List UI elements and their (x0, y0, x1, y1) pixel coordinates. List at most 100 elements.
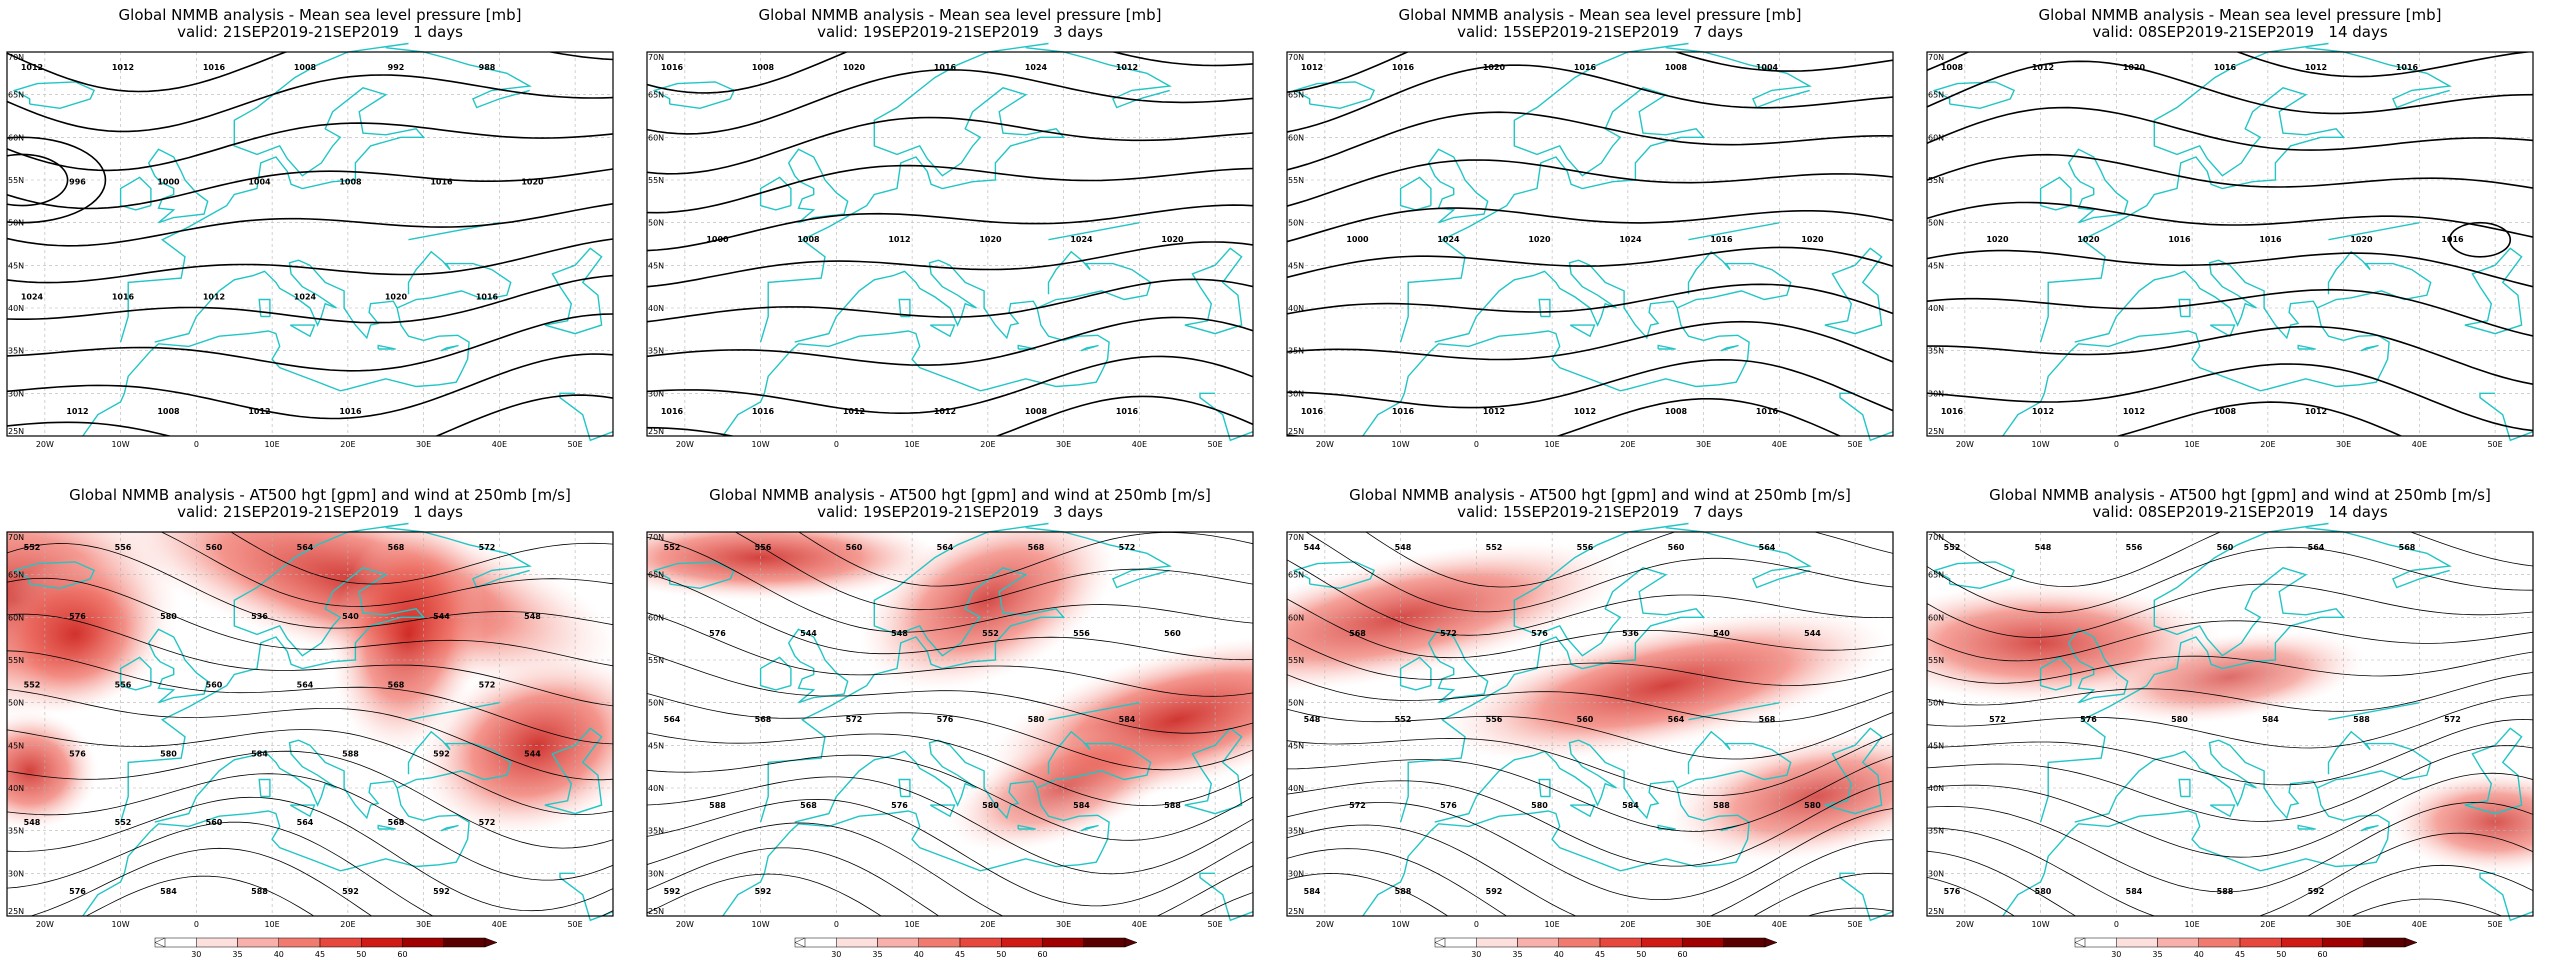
contour-line (1927, 877, 2503, 916)
lat-tick-label: 25N (648, 907, 664, 916)
lon-tick-label: 10W (1392, 440, 1410, 449)
coastline (759, 42, 1066, 343)
coastline (1434, 730, 1792, 823)
colorbar-label: 50 (356, 950, 366, 959)
coastlines (1292, 42, 1894, 442)
lat-tick-label: 35N (648, 347, 664, 356)
map-mslp-3days: 1016 1008 1020 1016 1024 1012 1000 1008 1012 1020… (646, 42, 1254, 449)
contour-label: 568 (2399, 543, 2416, 552)
panel-z500-3days: Global NMMB analysis - AT500 hgt [gpm] a… (640, 480, 1280, 960)
contour-line (647, 798, 1253, 907)
colorbar-label: 35 (232, 950, 242, 959)
contour-line (1927, 363, 2533, 432)
coastline (2074, 730, 2432, 823)
coastline (2305, 47, 2452, 109)
contour-label: 1008 (157, 407, 180, 416)
coastline (2360, 824, 2379, 832)
contour-label: 1012 (2305, 63, 2327, 72)
lat-tick-label: 60N (1288, 613, 1304, 622)
lon-tick-label: 40E (1132, 440, 1147, 449)
contour-label: 1020 (1483, 63, 1506, 72)
lat-tick-label: 70N (648, 533, 664, 542)
wind-shading (1927, 583, 2533, 874)
contour-label: 576 (1944, 887, 1961, 896)
contour-label: 1004 (1756, 63, 1779, 72)
contour-labels: 544 548 552 556 560 564 568 572 576 536 540 544 548 5… (1304, 543, 1822, 896)
contour-label: 556 (1486, 715, 1503, 724)
contour-label: 572 (1119, 543, 1136, 552)
contour-label: 564 (937, 543, 954, 552)
contour-label: 572 (1440, 629, 1457, 638)
coastline (1399, 42, 1706, 343)
lon-tick-label: 20E (1620, 440, 1635, 449)
colorbar-swatch (2322, 937, 2364, 948)
contour-label: 576 (1440, 801, 1457, 810)
contour-label: 580 (1531, 801, 1548, 810)
coastline (544, 247, 603, 335)
lat-tick-label: 35N (1288, 347, 1304, 356)
contour-line (734, 532, 1253, 611)
contour-labels: 1008 1012 1020 1016 1012 1016 1020 1020 1016 1016… (1941, 63, 2464, 416)
contour-label: 1016 (661, 407, 684, 416)
contour-line (1287, 246, 1893, 279)
contour-label: 1016 (661, 63, 684, 72)
coastline (147, 628, 209, 704)
lon-tick-label: 20W (1956, 920, 1974, 929)
coastline (2464, 727, 2523, 815)
coastline (559, 872, 614, 922)
contour-label: 552 (982, 629, 999, 638)
contour-line (2115, 401, 2404, 436)
map-frame (1926, 531, 2534, 917)
contour-line (7, 74, 613, 133)
contour-label: 556 (2126, 543, 2143, 552)
lon-tick-label: 50E (1207, 920, 1222, 929)
contour-line (647, 395, 1253, 436)
colorbar-swatch (2157, 937, 2199, 948)
closed-contour (2448, 221, 2512, 258)
contour-line (160, 532, 613, 607)
colorbar-high-arrow (1124, 937, 1138, 948)
colorbar-label: 35 (2152, 950, 2162, 959)
coastline (652, 561, 736, 590)
map-mslp-14days: 1008 1012 1020 1016 1012 1016 1020 1020 1016 1016… (1926, 42, 2534, 449)
contour-label: 580 (1028, 715, 1045, 724)
lat-tick-label: 65N (8, 571, 24, 580)
map-mslp-7days: 1012 1016 1020 1016 1008 1004 1000 1024 1020 1024… (1286, 42, 1894, 449)
lon-tick-label: 20W (1316, 440, 1334, 449)
coastlines (652, 42, 1254, 442)
panel-title: Global NMMB analysis - Mean sea level pr… (118, 6, 522, 24)
contour-line (1287, 283, 1893, 315)
contour-label: 588 (2217, 887, 2234, 896)
contour-line (1927, 249, 2533, 288)
contour-label: 1016 (112, 292, 135, 301)
contour-line (1927, 651, 2533, 684)
contour-label: 1012 (1301, 63, 1323, 72)
lat-tick-label: 70N (8, 53, 24, 62)
contour-label: 576 (69, 887, 86, 896)
contour-line (647, 278, 1253, 323)
coastline (2209, 324, 2236, 338)
colorbar-label: 50 (996, 950, 1006, 959)
lat-tick-label: 40N (8, 784, 24, 793)
contour-label: 1008 (1665, 407, 1688, 416)
contour-label: 560 (846, 543, 863, 552)
lon-tick-label: 20W (36, 920, 54, 929)
lat-tick-label: 65N (648, 571, 664, 580)
contour-line (7, 52, 613, 93)
contour-line (1287, 802, 1893, 901)
coastline (1824, 727, 1883, 815)
lat-tick-label: 50N (1288, 219, 1304, 228)
contour-label: 584 (1304, 887, 1321, 896)
coastline (722, 307, 1110, 437)
colorbar-swatch (1641, 937, 1683, 948)
coastline (1538, 778, 1551, 798)
lat-tick-label: 60N (648, 613, 664, 622)
contour-line (1365, 532, 1893, 588)
colorbar-swatch (443, 937, 486, 948)
contour-label: 1024 (1437, 235, 1460, 244)
panel-valid-period: valid: 21SEP2019-21SEP2019 1 days (177, 503, 463, 521)
contour-label: 584 (1622, 801, 1639, 810)
contour-line (1927, 153, 2533, 189)
contour-label: 1008 (1665, 63, 1688, 72)
coastline (2067, 628, 2129, 704)
